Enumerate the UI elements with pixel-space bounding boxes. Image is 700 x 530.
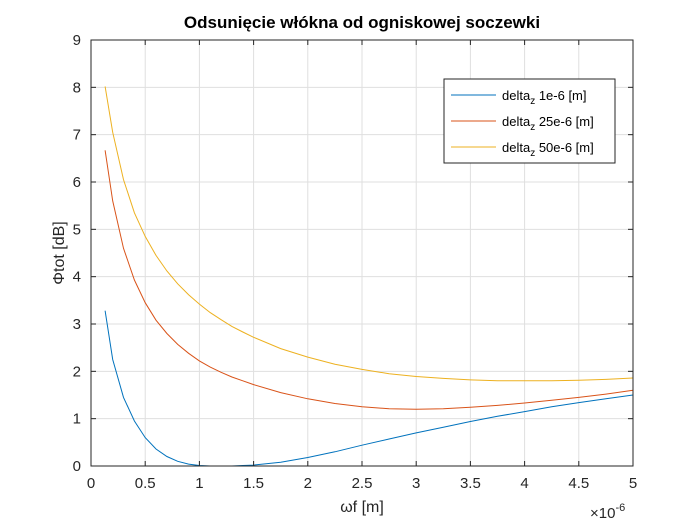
x-tick-label: 0 xyxy=(87,475,95,492)
x-axis-exponent-power: -6 xyxy=(615,502,625,514)
x-tick-label: 3.5 xyxy=(460,475,481,492)
series-line-2 xyxy=(104,150,634,410)
legend: deltaz 1e-6 [m]deltaz 25e-6 [m]deltaz 50… xyxy=(443,78,616,164)
y-tick-label: 4 xyxy=(73,269,81,286)
y-tick-label: 8 xyxy=(73,79,81,96)
legend-label-rest: 1e-6 [m] xyxy=(535,88,586,103)
y-tick-label: 0 xyxy=(73,458,81,475)
legend-label-subscript: z xyxy=(530,148,535,159)
legend-label-3: deltaz 50e-6 [m] xyxy=(502,140,594,159)
x-tick-label: 1.5 xyxy=(243,475,264,492)
x-tick-label: 1 xyxy=(195,475,203,492)
y-tick-label: 1 xyxy=(73,411,81,428)
x-axis-exponent: ×10-6 xyxy=(590,502,625,522)
x-tick-label: 3 xyxy=(412,475,420,492)
legend-label-base: delta xyxy=(502,114,531,129)
x-tick-label: 4 xyxy=(520,475,528,492)
legend-label-1: deltaz 1e-6 [m] xyxy=(502,88,587,107)
legend-label-rest: 25e-6 [m] xyxy=(535,114,594,129)
legend-label-rest: 50e-6 [m] xyxy=(535,140,594,155)
x-tick-label: 0.5 xyxy=(135,475,156,492)
legend-label-base: delta xyxy=(502,140,531,155)
x-tick-label: 4.5 xyxy=(568,475,589,492)
chart-title: Odsunięcie włókna od ogniskowej soczewki xyxy=(184,13,540,32)
legend-label-base: delta xyxy=(502,88,531,103)
x-tick-label: 5 xyxy=(629,475,637,492)
y-tick-label: 2 xyxy=(73,363,81,380)
legend-label-subscript: z xyxy=(530,122,535,133)
y-tick-label: 3 xyxy=(73,316,81,333)
x-tick-label: 2 xyxy=(304,475,312,492)
legend-label-subscript: z xyxy=(530,96,535,107)
series-line-1 xyxy=(104,310,634,467)
y-tick-label: 7 xyxy=(73,127,81,144)
x-tick-label: 2.5 xyxy=(352,475,373,492)
legend-label-2: deltaz 25e-6 [m] xyxy=(502,114,594,133)
y-axis-label: Φtot [dB] xyxy=(51,221,68,284)
x-axis-exponent-base: ×10 xyxy=(590,505,615,522)
x-axis-label: ωf [m] xyxy=(340,499,384,516)
y-tick-label: 6 xyxy=(73,174,81,191)
series-line-3 xyxy=(104,86,634,382)
y-tick-label: 5 xyxy=(73,221,81,238)
y-tick-label: 9 xyxy=(73,32,81,49)
ticks: 0 0.5 1 1.5 2 2.5 3 3.5 4 4.5 5 0 1 2 3 4 5 6 7 8 9 xyxy=(73,32,638,492)
